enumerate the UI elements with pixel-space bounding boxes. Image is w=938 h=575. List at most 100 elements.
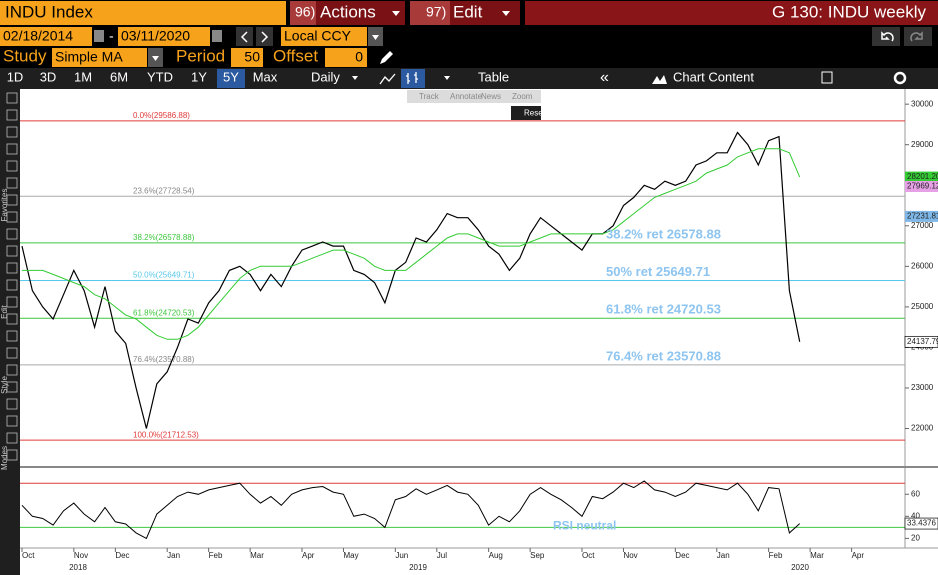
settings-icon[interactable] (893, 71, 907, 85)
y-tick-label: 23000 (911, 383, 934, 392)
plot: 2200023000240002500026000270002800029000… (20, 99, 938, 572)
x-tick-label: Feb (209, 551, 223, 560)
dropdown-arrow (352, 76, 358, 80)
x-tick-label: Jun (395, 551, 408, 560)
chart-content[interactable]: Chart Content (673, 69, 754, 84)
reset-box[interactable] (511, 106, 541, 120)
table-button[interactable]: Table (478, 69, 509, 84)
toolbar (0, 68, 938, 89)
page-box (525, 1, 938, 25)
period-buttons: 1D 3D 1M 6M YTD 1Y 5Y Max (7, 69, 278, 88)
x-tick-label: Nov (623, 551, 637, 560)
dropdown-arrow (502, 11, 510, 16)
line-icon[interactable] (379, 73, 396, 85)
side-tool[interactable] (6, 211, 18, 223)
side-tool[interactable] (6, 194, 18, 206)
undo-button[interactable] (872, 27, 900, 46)
fib-label: 100.0%(21712.53) (133, 430, 199, 439)
calendar-icon[interactable] (212, 30, 222, 42)
period-selected (217, 69, 245, 88)
actions: Actions (320, 2, 376, 21)
x-tick-label: Nov (74, 551, 88, 560)
period-button[interactable]: 1D (7, 69, 24, 84)
fib-label: 76.4%(23570.88) (133, 355, 195, 364)
prev-button[interactable] (236, 27, 253, 46)
bar-icon-box[interactable] (401, 69, 425, 88)
x-tick-label: Jan (717, 551, 730, 560)
side-tool[interactable] (6, 313, 18, 325)
period-button[interactable]: 1Y (191, 69, 207, 84)
page-title: G 130: INDU weekly (772, 2, 926, 21)
chart-area (20, 89, 938, 575)
x-tick-label: May (343, 551, 358, 560)
currency: Local CCY (284, 28, 352, 44)
period-button[interactable]: 3D (40, 69, 57, 84)
side-tool[interactable] (6, 109, 18, 121)
currency-box[interactable] (281, 27, 367, 46)
side-tool[interactable] (6, 432, 18, 444)
side-tool[interactable] (6, 330, 18, 342)
side-tool[interactable] (6, 143, 18, 155)
x-tick-label: Apr (302, 551, 315, 560)
period-button[interactable]: 6M (110, 69, 128, 84)
side-tool[interactable] (6, 398, 18, 410)
fib-label: 0.0%(29586.88) (133, 111, 190, 120)
edit-icon[interactable] (821, 71, 833, 84)
calendar-icon[interactable] (94, 30, 104, 42)
rsi-annotation: RSI neutral (553, 519, 616, 533)
side-tool[interactable] (6, 381, 18, 393)
tool-button[interactable]: News (481, 92, 501, 101)
dropdown-arrow (152, 56, 159, 61)
side-label: Edit (0, 304, 9, 319)
start-date-box[interactable] (0, 27, 92, 46)
y-tick-label: 29000 (911, 140, 934, 149)
redo-button[interactable] (904, 27, 932, 46)
offset-box[interactable] (325, 48, 367, 67)
dropdown-arrow[interactable] (444, 76, 450, 80)
side-tool[interactable] (6, 415, 18, 427)
frequency[interactable]: Daily (311, 69, 340, 84)
collapse-button[interactable]: « (600, 69, 609, 86)
y-tick-label: 60 (911, 489, 920, 498)
side-tool[interactable] (6, 160, 18, 172)
x-tick-label: Aug (489, 551, 503, 560)
period-button[interactable]: 1M (74, 69, 92, 84)
side-tool[interactable] (6, 279, 18, 291)
tool-button[interactable]: Track (419, 92, 440, 101)
period-button[interactable]: 5Y (223, 69, 239, 84)
year-label: 2020 (791, 563, 809, 572)
last-value-label: 33.4376 (907, 519, 936, 528)
side-tool[interactable] (6, 126, 18, 138)
pen-icon[interactable] (380, 51, 393, 64)
bar-icon (406, 72, 418, 84)
side-tool[interactable] (6, 245, 18, 257)
tool-button[interactable]: Zoom (512, 92, 533, 101)
side-tool[interactable] (6, 449, 18, 461)
dropdown-arrow (392, 11, 400, 16)
price-tag (905, 210, 938, 222)
tool-button[interactable]: Annotate (450, 92, 483, 101)
x-tick-label: Jul (437, 551, 447, 560)
x-tick-label: Mar (810, 551, 824, 560)
end-date: 03/11/2020 (121, 28, 190, 44)
side-tool[interactable] (6, 262, 18, 274)
end-date-box[interactable] (118, 27, 210, 46)
date-separator: - (109, 28, 114, 44)
fib-label: 23.6%(27728.54) (133, 186, 195, 195)
study-box[interactable] (52, 48, 147, 67)
side-tool[interactable] (6, 296, 18, 308)
side-tool[interactable] (6, 228, 18, 240)
security-box[interactable] (0, 1, 286, 25)
period-button[interactable]: Max (253, 69, 278, 84)
side-tool[interactable] (6, 347, 18, 359)
year-label: 2019 (409, 563, 427, 572)
next-button[interactable] (256, 27, 273, 46)
side-tool[interactable] (6, 364, 18, 376)
period-button[interactable]: YTD (147, 69, 173, 84)
period-label: Period (176, 46, 225, 65)
period-box[interactable] (231, 48, 263, 67)
side-tool[interactable] (6, 177, 18, 189)
x-tick-label: Dec (675, 551, 689, 560)
side-tool[interactable] (6, 92, 18, 104)
